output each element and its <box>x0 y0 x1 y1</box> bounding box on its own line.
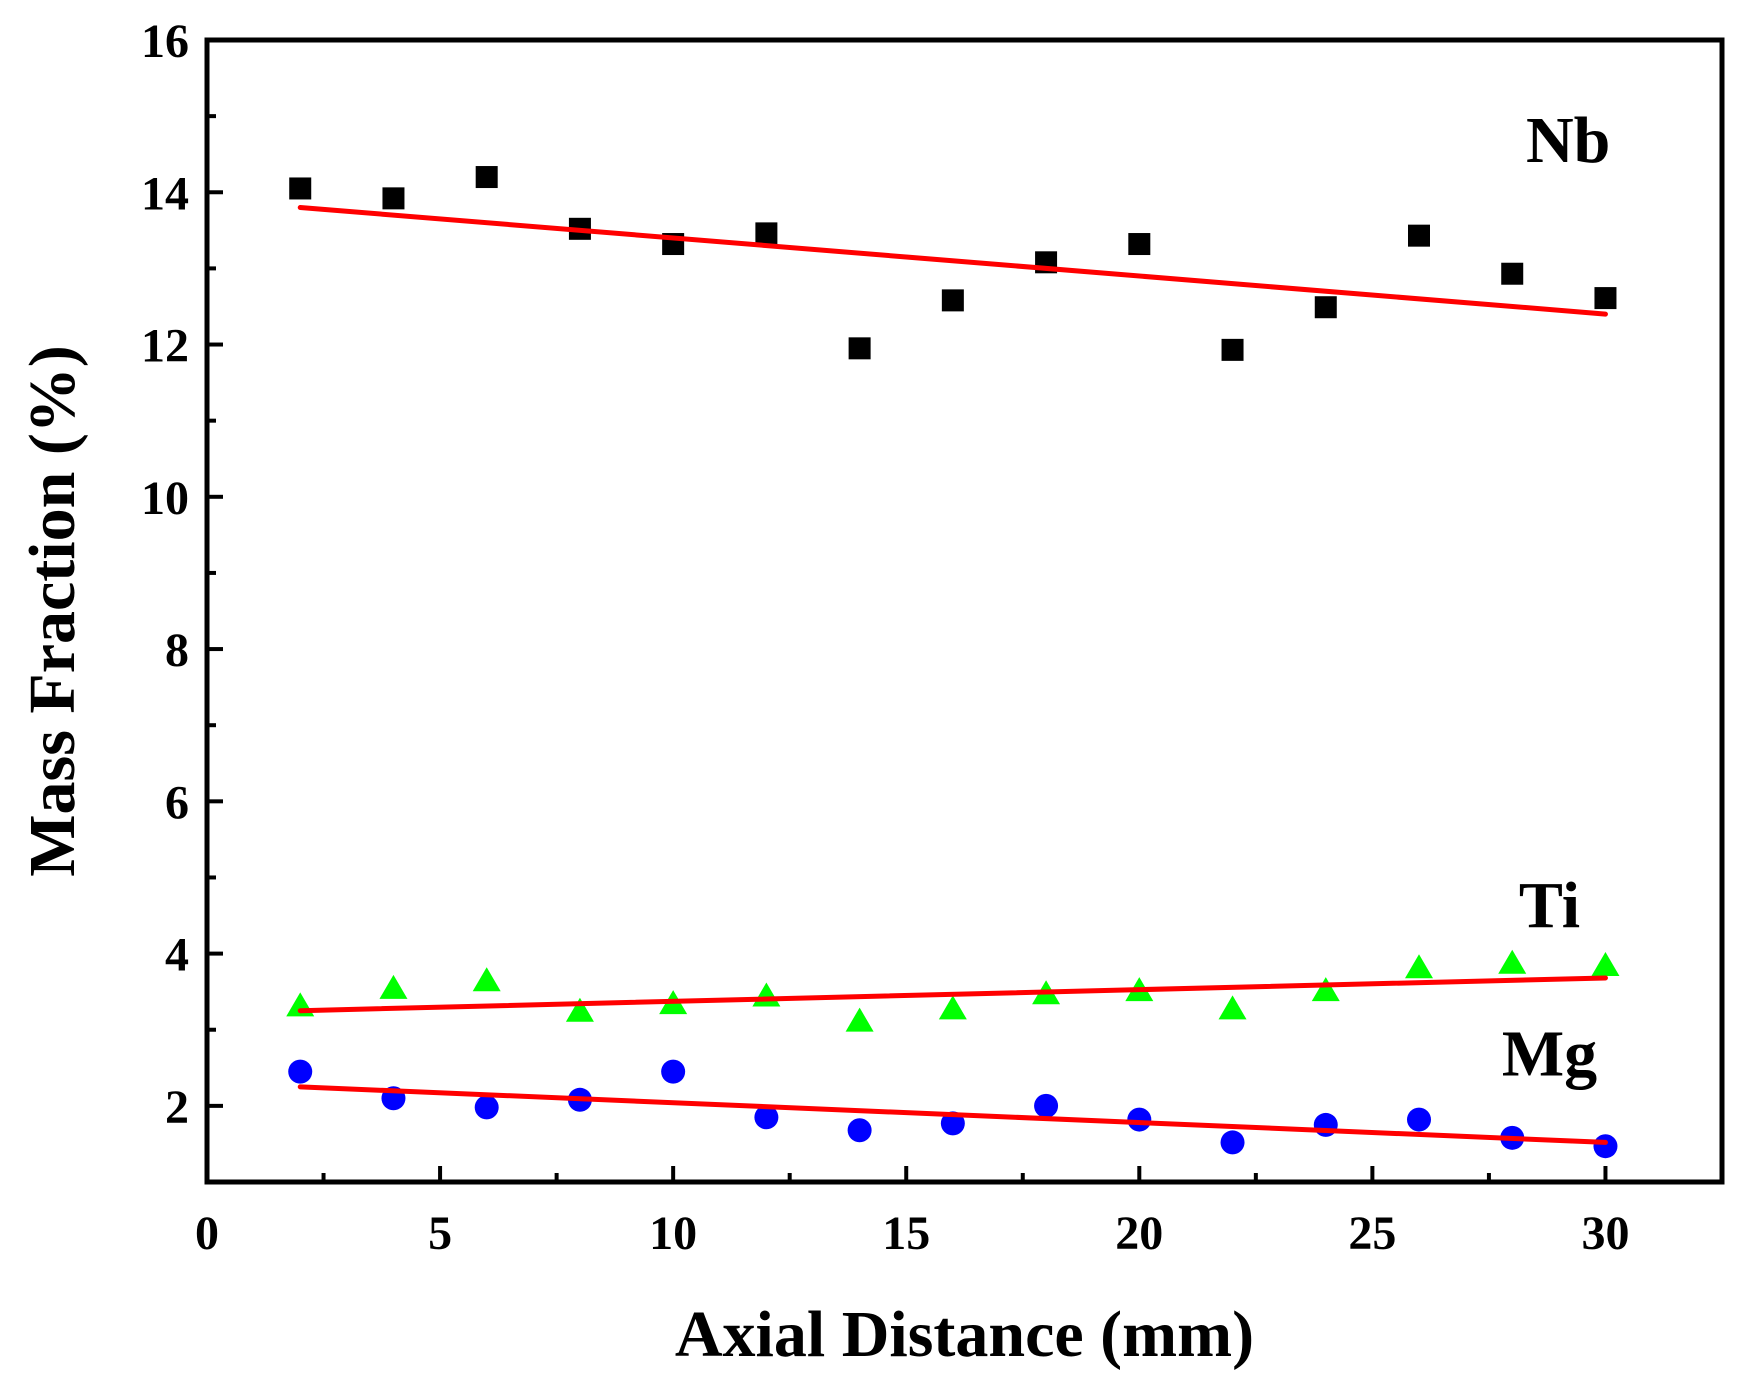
plot-frame <box>204 37 1725 1185</box>
nb-point <box>848 337 871 360</box>
y-axis-title: Mass Fraction (%) <box>16 345 89 877</box>
y-tick-label: 4 <box>165 929 189 982</box>
nb-point <box>1128 233 1151 256</box>
nb-point <box>1408 224 1430 247</box>
ti-fit-line <box>297 975 1608 1014</box>
axis-ticks <box>205 38 1608 1182</box>
ti-point <box>1405 954 1433 979</box>
nb-point <box>941 289 964 312</box>
mg-point <box>1034 1093 1059 1118</box>
ti-point <box>379 974 408 999</box>
mg-point <box>661 1059 686 1084</box>
mg-point <box>1127 1107 1152 1132</box>
mg-point <box>1407 1107 1431 1132</box>
ti-point <box>752 982 781 1007</box>
ti-point <box>1498 949 1527 974</box>
x-axis-title: Axial Distance (mm) <box>675 1298 1254 1371</box>
y-tick-label: 12 <box>141 320 189 373</box>
series-nb <box>289 166 1617 361</box>
ti-point <box>1311 977 1340 1002</box>
nb-point <box>1221 338 1244 361</box>
ti-point <box>1591 952 1620 977</box>
x-tick-label: 25 <box>1348 1207 1396 1260</box>
nb-fit-line <box>297 204 1608 317</box>
ti-point <box>845 1007 874 1032</box>
series-label-nb: Nb <box>1526 104 1610 177</box>
data-marks <box>286 166 1620 1159</box>
nb-point <box>1314 296 1337 319</box>
mg-point <box>754 1105 779 1130</box>
series-label-mg: Mg <box>1502 1017 1597 1090</box>
mg-point <box>847 1118 872 1143</box>
nb-point <box>1501 262 1524 285</box>
mg-fit-line <box>297 1084 1608 1145</box>
x-tick-label: 10 <box>649 1207 697 1260</box>
nb-point <box>289 177 312 200</box>
y-tick-label: 14 <box>141 167 189 220</box>
ti-point <box>472 967 501 992</box>
ti-point <box>1218 995 1247 1020</box>
y-tick-label: 10 <box>141 472 189 525</box>
x-tick-label: 15 <box>882 1207 930 1260</box>
mg-point <box>1220 1130 1245 1155</box>
series-ti <box>286 949 1620 1032</box>
nb-point <box>475 166 498 189</box>
mg-point <box>1593 1134 1618 1159</box>
mg-point <box>288 1059 313 1084</box>
nb-point <box>755 222 778 245</box>
ti-point <box>565 997 594 1022</box>
nb-point <box>1594 287 1617 310</box>
ti-point <box>938 995 967 1020</box>
tick-labels: 0 5 10 15 20 25 30 2 4 6 8 10 12 14 16 <box>141 15 1629 1260</box>
x-tick-label: 30 <box>1581 1207 1629 1260</box>
series-label-ti: Ti <box>1519 869 1580 942</box>
y-tick-label: 6 <box>165 776 189 829</box>
x-tick-label: 20 <box>1115 1207 1163 1260</box>
x-tick-label: 0 <box>195 1207 219 1260</box>
y-tick-label: 16 <box>141 15 189 68</box>
x-tick-label: 5 <box>428 1207 452 1260</box>
mg-point <box>474 1095 499 1120</box>
y-tick-label: 2 <box>165 1081 189 1134</box>
y-tick-label: 8 <box>165 624 189 677</box>
nb-point <box>382 187 405 210</box>
series-mg <box>288 1059 1618 1159</box>
